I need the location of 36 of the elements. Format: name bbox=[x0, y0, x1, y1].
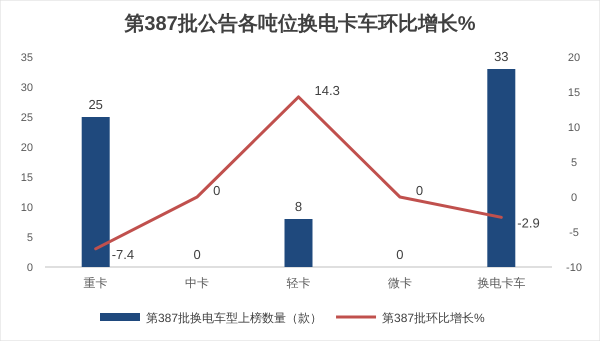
y2-tick-label: 20 bbox=[568, 52, 580, 64]
bar bbox=[82, 117, 110, 267]
data-label: 33 bbox=[494, 49, 509, 64]
x-tick-label: 换电卡车 bbox=[477, 276, 526, 290]
x-tick-label: 中卡 bbox=[185, 276, 210, 290]
data-label: 0 bbox=[213, 183, 220, 198]
x-tick-label: 重卡 bbox=[84, 276, 108, 290]
y2-tick-label: 10 bbox=[568, 122, 580, 134]
y-tick-label: 35 bbox=[20, 52, 33, 64]
y2-tick-label: 15 bbox=[568, 87, 580, 99]
data-label: -7.4 bbox=[112, 246, 134, 262]
y2-tick-label: -10 bbox=[566, 262, 582, 274]
y2-tick-label: 5 bbox=[570, 157, 578, 169]
y-tick-label: 0 bbox=[26, 262, 33, 274]
data-label: 0 bbox=[396, 247, 404, 262]
y-tick-label: 15 bbox=[20, 172, 33, 184]
data-label: 0 bbox=[193, 247, 201, 262]
y-tick-label: 5 bbox=[26, 232, 33, 244]
y-tick-label: 25 bbox=[20, 112, 33, 124]
data-label: -2.9 bbox=[517, 215, 540, 230]
data-label: 25 bbox=[88, 97, 103, 112]
legend-label: 第387批环比增长% bbox=[382, 311, 486, 325]
y2-tick-label: 0 bbox=[570, 192, 578, 204]
y-tick-label: 30 bbox=[20, 82, 33, 94]
y-tick-label: 20 bbox=[20, 142, 33, 154]
bar bbox=[284, 219, 312, 267]
legend-label: 第387批换电车型上榜数量（款） bbox=[146, 311, 322, 325]
y-tick-label: 10 bbox=[20, 202, 33, 214]
bar bbox=[487, 69, 516, 267]
x-tick-label: 轻卡 bbox=[286, 276, 310, 290]
x-tick-label: 微卡 bbox=[388, 276, 412, 290]
chart-title: 第387批公告各吨位换电卡车环比增长% bbox=[123, 12, 476, 35]
y2-tick-label: -5 bbox=[569, 227, 579, 239]
data-label: 0 bbox=[416, 183, 424, 198]
data-label: 8 bbox=[294, 199, 302, 214]
data-label: 14.3 bbox=[314, 82, 340, 98]
